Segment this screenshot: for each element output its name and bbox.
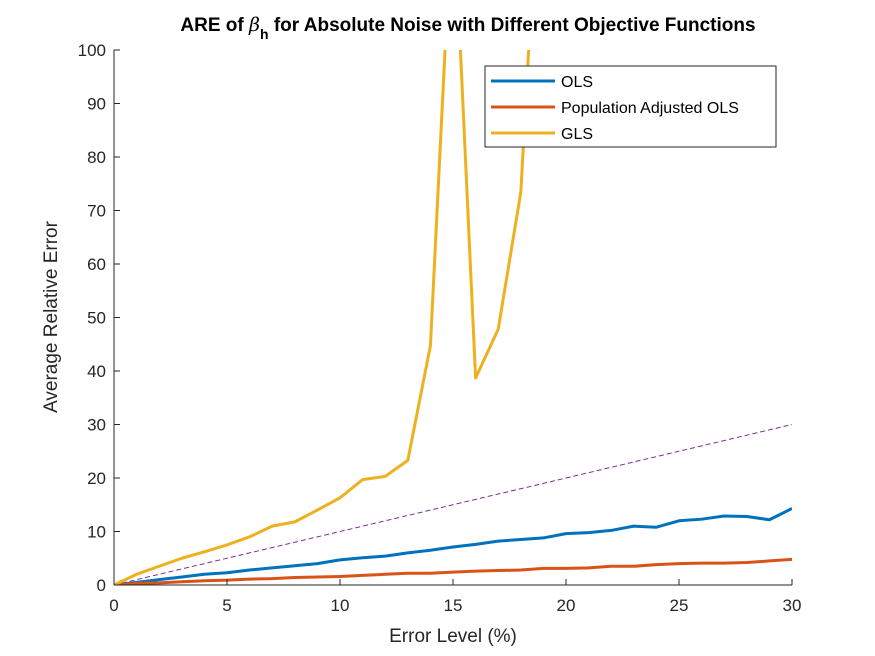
x-tick-label: 25	[670, 596, 689, 615]
series-line-gls	[114, 50, 531, 585]
y-tick-label: 40	[87, 362, 106, 381]
y-tick-label: 10	[87, 523, 106, 542]
x-tick-label: 10	[331, 596, 350, 615]
y-tick-label: 30	[87, 416, 106, 435]
legend-label: Population Adjusted OLS	[561, 100, 739, 117]
y-tick-label: 0	[97, 576, 106, 595]
y-axis-label: Average Relative Error	[41, 220, 62, 413]
chart-title: ARE of βh for Absolute Noise with Differ…	[180, 14, 755, 42]
x-tick-label: 30	[783, 596, 802, 615]
legend-label: GLS	[561, 126, 593, 143]
x-tick-label: 0	[109, 596, 118, 615]
y-tick-label: 60	[87, 255, 106, 274]
legend-label: OLS	[561, 74, 593, 91]
y-tick-label: 80	[87, 148, 106, 167]
x-axis-label: Error Level (%)	[389, 626, 517, 647]
chart-legend: OLS Population Adjusted OLS GLS	[484, 65, 777, 148]
x-tick-label: 15	[444, 596, 463, 615]
tick-layer: 0 5 10 15 20 25 30 0 10 20 30 40 50 60 70 80 90 100	[78, 41, 802, 615]
y-tick-label: 50	[87, 309, 106, 328]
y-tick-label: 70	[87, 202, 106, 221]
reference-line-dashed	[114, 424, 792, 585]
x-tick-label: 5	[222, 596, 231, 615]
series-line-ols	[114, 507, 792, 585]
y-tick-label: 20	[87, 469, 106, 488]
y-tick-label: 90	[87, 95, 106, 114]
y-tick-label: 100	[78, 41, 106, 60]
x-tick-label: 20	[557, 596, 576, 615]
